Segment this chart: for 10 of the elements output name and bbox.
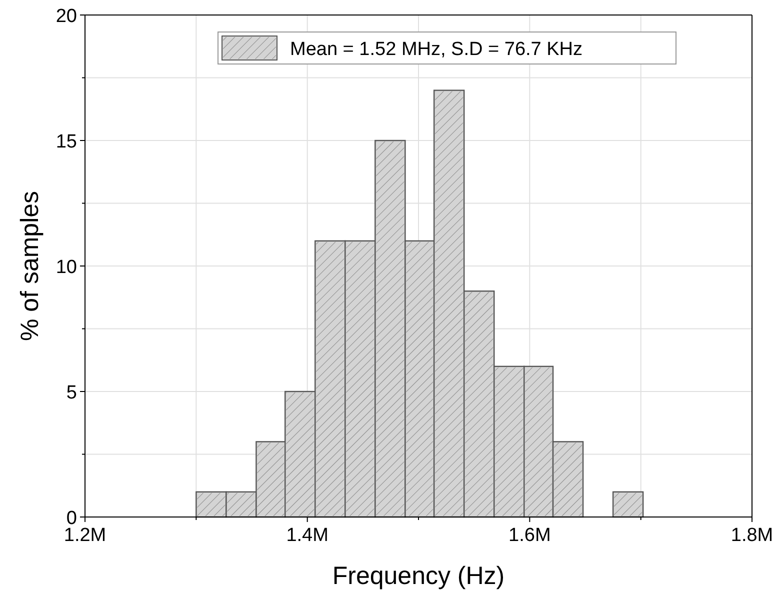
- x-tick-label: 1.4M: [286, 525, 328, 546]
- y-tick-label: 10: [56, 257, 77, 278]
- y-tick-label: 20: [56, 6, 77, 27]
- y-tick-label: 15: [56, 132, 77, 152]
- x-tick-label: 1.6M: [508, 525, 551, 546]
- y-tick-label: 5: [66, 382, 77, 404]
- x-tick-label: 1.8M: [730, 525, 774, 546]
- x-axis-title: Frequency (Hz): [332, 562, 505, 590]
- y-axis-title: % of samples: [16, 190, 44, 342]
- legend-label: Mean = 1.52 MHz, S.D = 76.7 KHz: [290, 39, 583, 60]
